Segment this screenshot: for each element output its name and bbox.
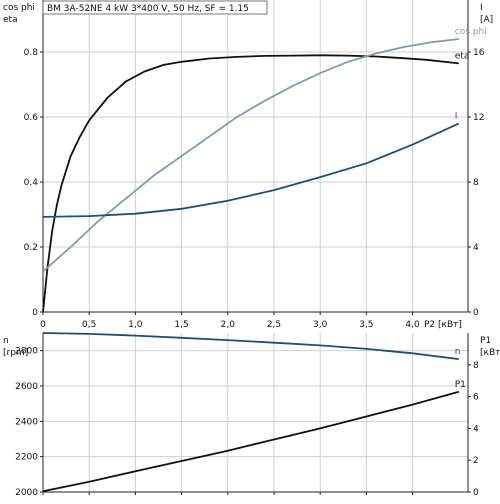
panel1-series-label-cos-phi: cos phi — [455, 27, 487, 37]
panel1-right-tick-label: 8 — [473, 178, 479, 188]
panel1-right-tick-label: 4 — [473, 243, 479, 253]
panel1-left-tick-label: 0 — [32, 308, 38, 318]
panel2-series-line-p1 — [42, 390, 460, 493]
panel2-left-tick-label: 2600 — [15, 382, 38, 392]
panel1-series-line-eta — [42, 54, 459, 313]
chart-title-box — [42, 0, 268, 15]
panel2-right-tick-label: 2 — [473, 456, 479, 466]
panel2-left-axis-label: n — [3, 336, 9, 346]
top-x-tick-label: 2,5 — [267, 320, 281, 330]
top-x-tick-label: 2,0 — [221, 320, 236, 330]
panel2-left-tick-label: 2400 — [15, 417, 38, 427]
panel2-series-label-p1: P1 — [455, 380, 466, 390]
panel2-left-axis-label: [rpm] — [3, 348, 28, 358]
top-x-tick-label: 1,0 — [128, 320, 143, 330]
chart-title: BM 3A-52NE 4 kW 3*400 V, 50 Hz, SF = 1.1… — [47, 4, 249, 14]
panel1-right-axis-label: [A] — [480, 15, 493, 25]
top-x-tick-label: 3,0 — [313, 320, 328, 330]
panel1-left-tick-label: 0.8 — [24, 48, 39, 58]
panel2-right-tick-label: 6 — [473, 393, 479, 403]
panel1-right-tick-label: 0 — [473, 308, 479, 318]
panel1-left-tick-label: 0.6 — [24, 113, 39, 123]
panel2-right-tick-label: 8 — [473, 361, 479, 371]
panel2-right-axis-label: [кВт] — [480, 348, 500, 358]
panel2-right-axis-label: P1 — [480, 336, 491, 346]
top-x-axis-label: P2 [кВт] — [424, 320, 462, 330]
panel1-left-axis-label: cos phi — [3, 3, 35, 13]
panel2-left-tick-label: 2200 — [15, 453, 38, 463]
panel1-right-tick-label: 12 — [473, 113, 484, 123]
panel2-series-label-n: n — [455, 347, 461, 357]
top-x-tick-label: 4,0 — [405, 320, 420, 330]
top-x-tick-label: 3,5 — [359, 320, 373, 330]
panel2-series-line-n — [42, 332, 459, 360]
panel1-right-axis-label: I — [480, 3, 483, 13]
top-x-tick-label: 0,5 — [82, 320, 96, 330]
panel1-left-axis-label: eta — [3, 15, 18, 25]
panel1-series-line-i — [42, 122, 460, 218]
top-x-tick-label: 0 — [40, 320, 46, 330]
panel1-series-label-i: I — [455, 112, 458, 122]
panel1-left-tick-label: 0.4 — [24, 178, 39, 188]
panel2-right-tick-label: 4 — [473, 424, 479, 434]
panel1-series-line-cos-phi — [42, 38, 459, 273]
panel2-left-tick-label: 2800 — [15, 347, 38, 357]
panel1-series-label-eta: eta — [455, 51, 470, 61]
panel1-left-tick-label: 0.2 — [24, 243, 38, 253]
panel2-right-tick-label: 0 — [473, 488, 479, 498]
panel2-left-tick-label: 2000 — [15, 488, 38, 498]
panel1-right-tick-label: 16 — [473, 48, 485, 58]
top-x-tick-label: 1,5 — [174, 320, 188, 330]
